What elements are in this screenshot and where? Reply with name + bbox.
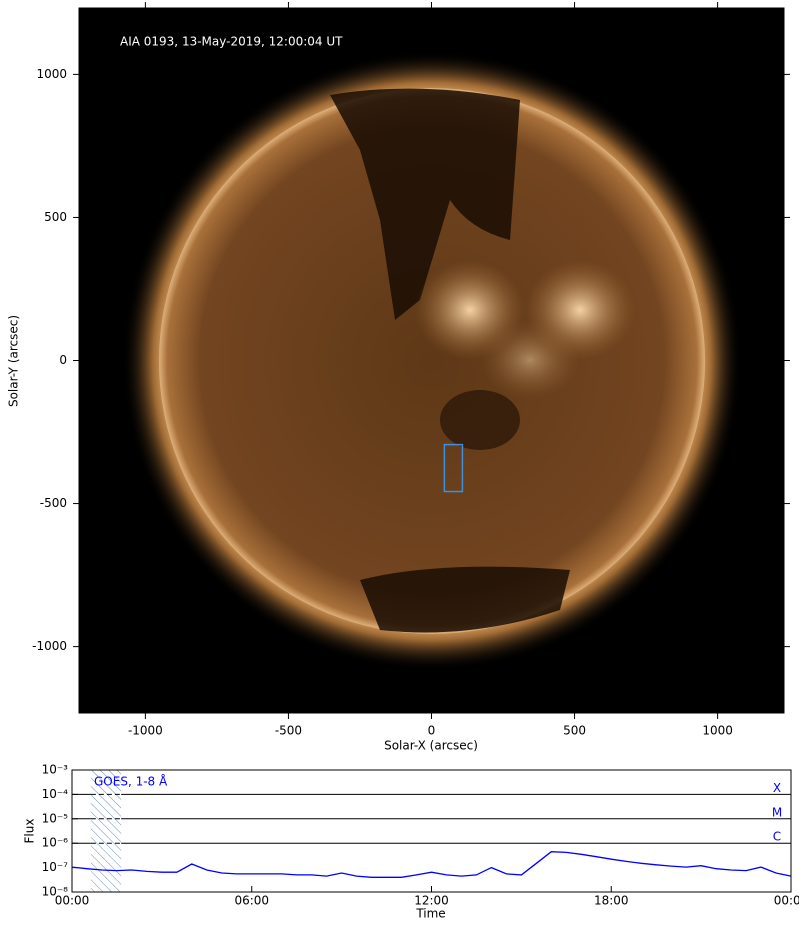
level-label: M <box>772 805 782 819</box>
y-tick-label: 10⁻⁵ <box>42 811 69 825</box>
plot-frame <box>71 769 792 893</box>
y-tick-label: 10⁻³ <box>42 763 69 777</box>
x-axis-label: Time <box>415 907 445 921</box>
legend-label: GOES, 1-8 Å <box>94 774 168 789</box>
x-tick-label: 0 <box>428 724 436 738</box>
solar-image <box>79 8 784 713</box>
y-tick-label: 10⁻⁴ <box>42 787 69 801</box>
y-tick-label: 10⁻⁶ <box>42 836 69 850</box>
y-tick-label: 0 <box>59 353 67 367</box>
region-box <box>443 443 464 493</box>
x-tick-label: 06:00 <box>234 894 269 908</box>
series-line <box>71 851 792 878</box>
annotation: AIA 0193, 13-May-2019, 12:00:04 UT <box>120 35 343 49</box>
y-axis-label: Solar-Y (arcsec) <box>7 315 21 407</box>
x-tick-label: 00:00 <box>55 894 90 908</box>
highlight-region <box>90 770 122 892</box>
level-label: X <box>773 781 781 795</box>
y-tick-label: 500 <box>44 210 67 224</box>
x-tick-label: 500 <box>563 724 586 738</box>
y-tick-label: 1000 <box>36 67 67 81</box>
x-tick-label: -1000 <box>128 724 163 738</box>
y-axis-label: Flux <box>23 819 37 844</box>
y-tick-label: -1000 <box>32 639 67 653</box>
x-tick-label: 00:00 <box>774 894 799 908</box>
y-tick-label: 10⁻⁸ <box>42 885 69 899</box>
x-tick-label: 12:00 <box>414 894 449 908</box>
level-label: C <box>773 830 781 844</box>
x-tick-label: 18:00 <box>594 894 629 908</box>
x-axis-label: Solar-X (arcsec) <box>384 739 478 753</box>
y-tick-label: 10⁻⁷ <box>42 860 69 874</box>
y-tick-label: -500 <box>40 496 67 510</box>
x-tick-label: -500 <box>275 724 302 738</box>
x-tick-label: 1000 <box>702 724 733 738</box>
